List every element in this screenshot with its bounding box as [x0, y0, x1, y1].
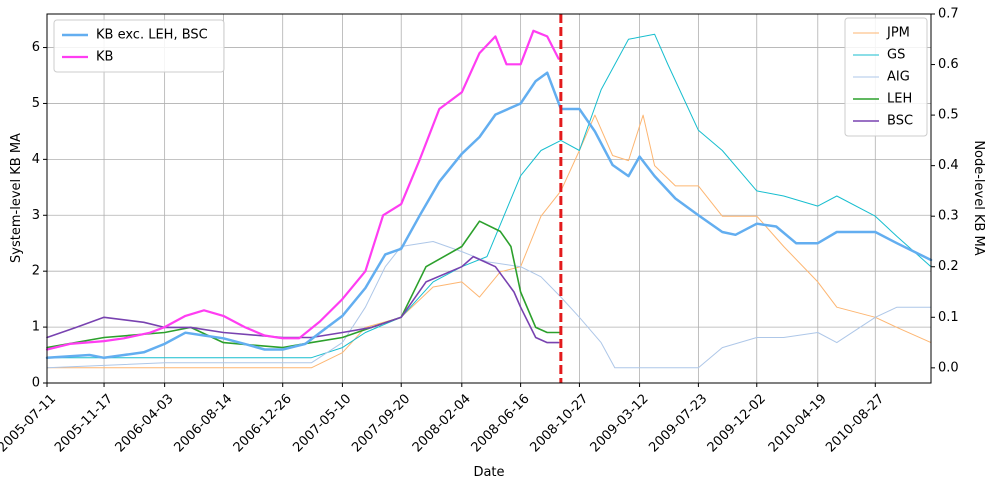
y-right-tick-label: 0.3	[938, 209, 959, 224]
series-line-kb	[45, 29, 560, 351]
legend-label: LEH	[887, 92, 912, 107]
series-line-aig	[46, 241, 932, 369]
y-left-tick-label: 0	[32, 376, 40, 391]
series-lines	[45, 29, 933, 369]
y-right-tick-label: 0.5	[938, 108, 959, 123]
y-left-tick-label: 6	[32, 40, 40, 55]
y-right-tick-label: 0.6	[938, 57, 959, 72]
y-axis-left-ticks: 0 1 2 3 4 5 6	[32, 40, 47, 391]
y-left-tick-label: 2	[32, 264, 40, 279]
y-right-tick-label: 0.2	[938, 259, 959, 274]
plot-frame	[46, 13, 932, 384]
y-left-tick-label: 1	[32, 320, 40, 335]
legend-left: KB exc. LEH, BSC KB	[53, 19, 225, 73]
y-axis-left-title: System-level KB MA	[9, 133, 24, 263]
legend-box	[844, 17, 928, 137]
y-axis-right-ticks: 0.0 0.1 0.2 0.3 0.4 0.5 0.6 0.7	[931, 7, 959, 375]
series-line-bsc	[46, 255, 560, 344]
legend-label: AIG	[887, 70, 910, 85]
legend-label: BSC	[887, 114, 913, 129]
legend-right: JPM GS AIG LEH BSC	[844, 17, 928, 137]
y-right-tick-label: 0.7	[938, 7, 959, 22]
legend-label: KB	[96, 50, 113, 65]
x-axis-title: Date	[473, 465, 504, 480]
grid	[46, 14, 931, 384]
series-line-kb-exc-leh-bsc	[45, 71, 933, 360]
y-left-tick-label: 3	[32, 208, 40, 223]
y-right-tick-label: 0.4	[938, 158, 959, 173]
legend-box	[53, 19, 225, 73]
series-line-gs	[46, 33, 932, 359]
legend-label: GS	[887, 48, 905, 63]
y-left-tick-label: 5	[32, 96, 40, 111]
legend-label: JPM	[886, 26, 910, 41]
legend-label: KB exc. LEH, BSC	[96, 28, 208, 43]
y-right-tick-label: 0.1	[938, 310, 959, 325]
y-right-tick-label: 0.0	[938, 360, 959, 375]
y-axis-right-title: Node-level KB MA	[971, 140, 986, 255]
y-left-tick-label: 4	[32, 152, 40, 167]
